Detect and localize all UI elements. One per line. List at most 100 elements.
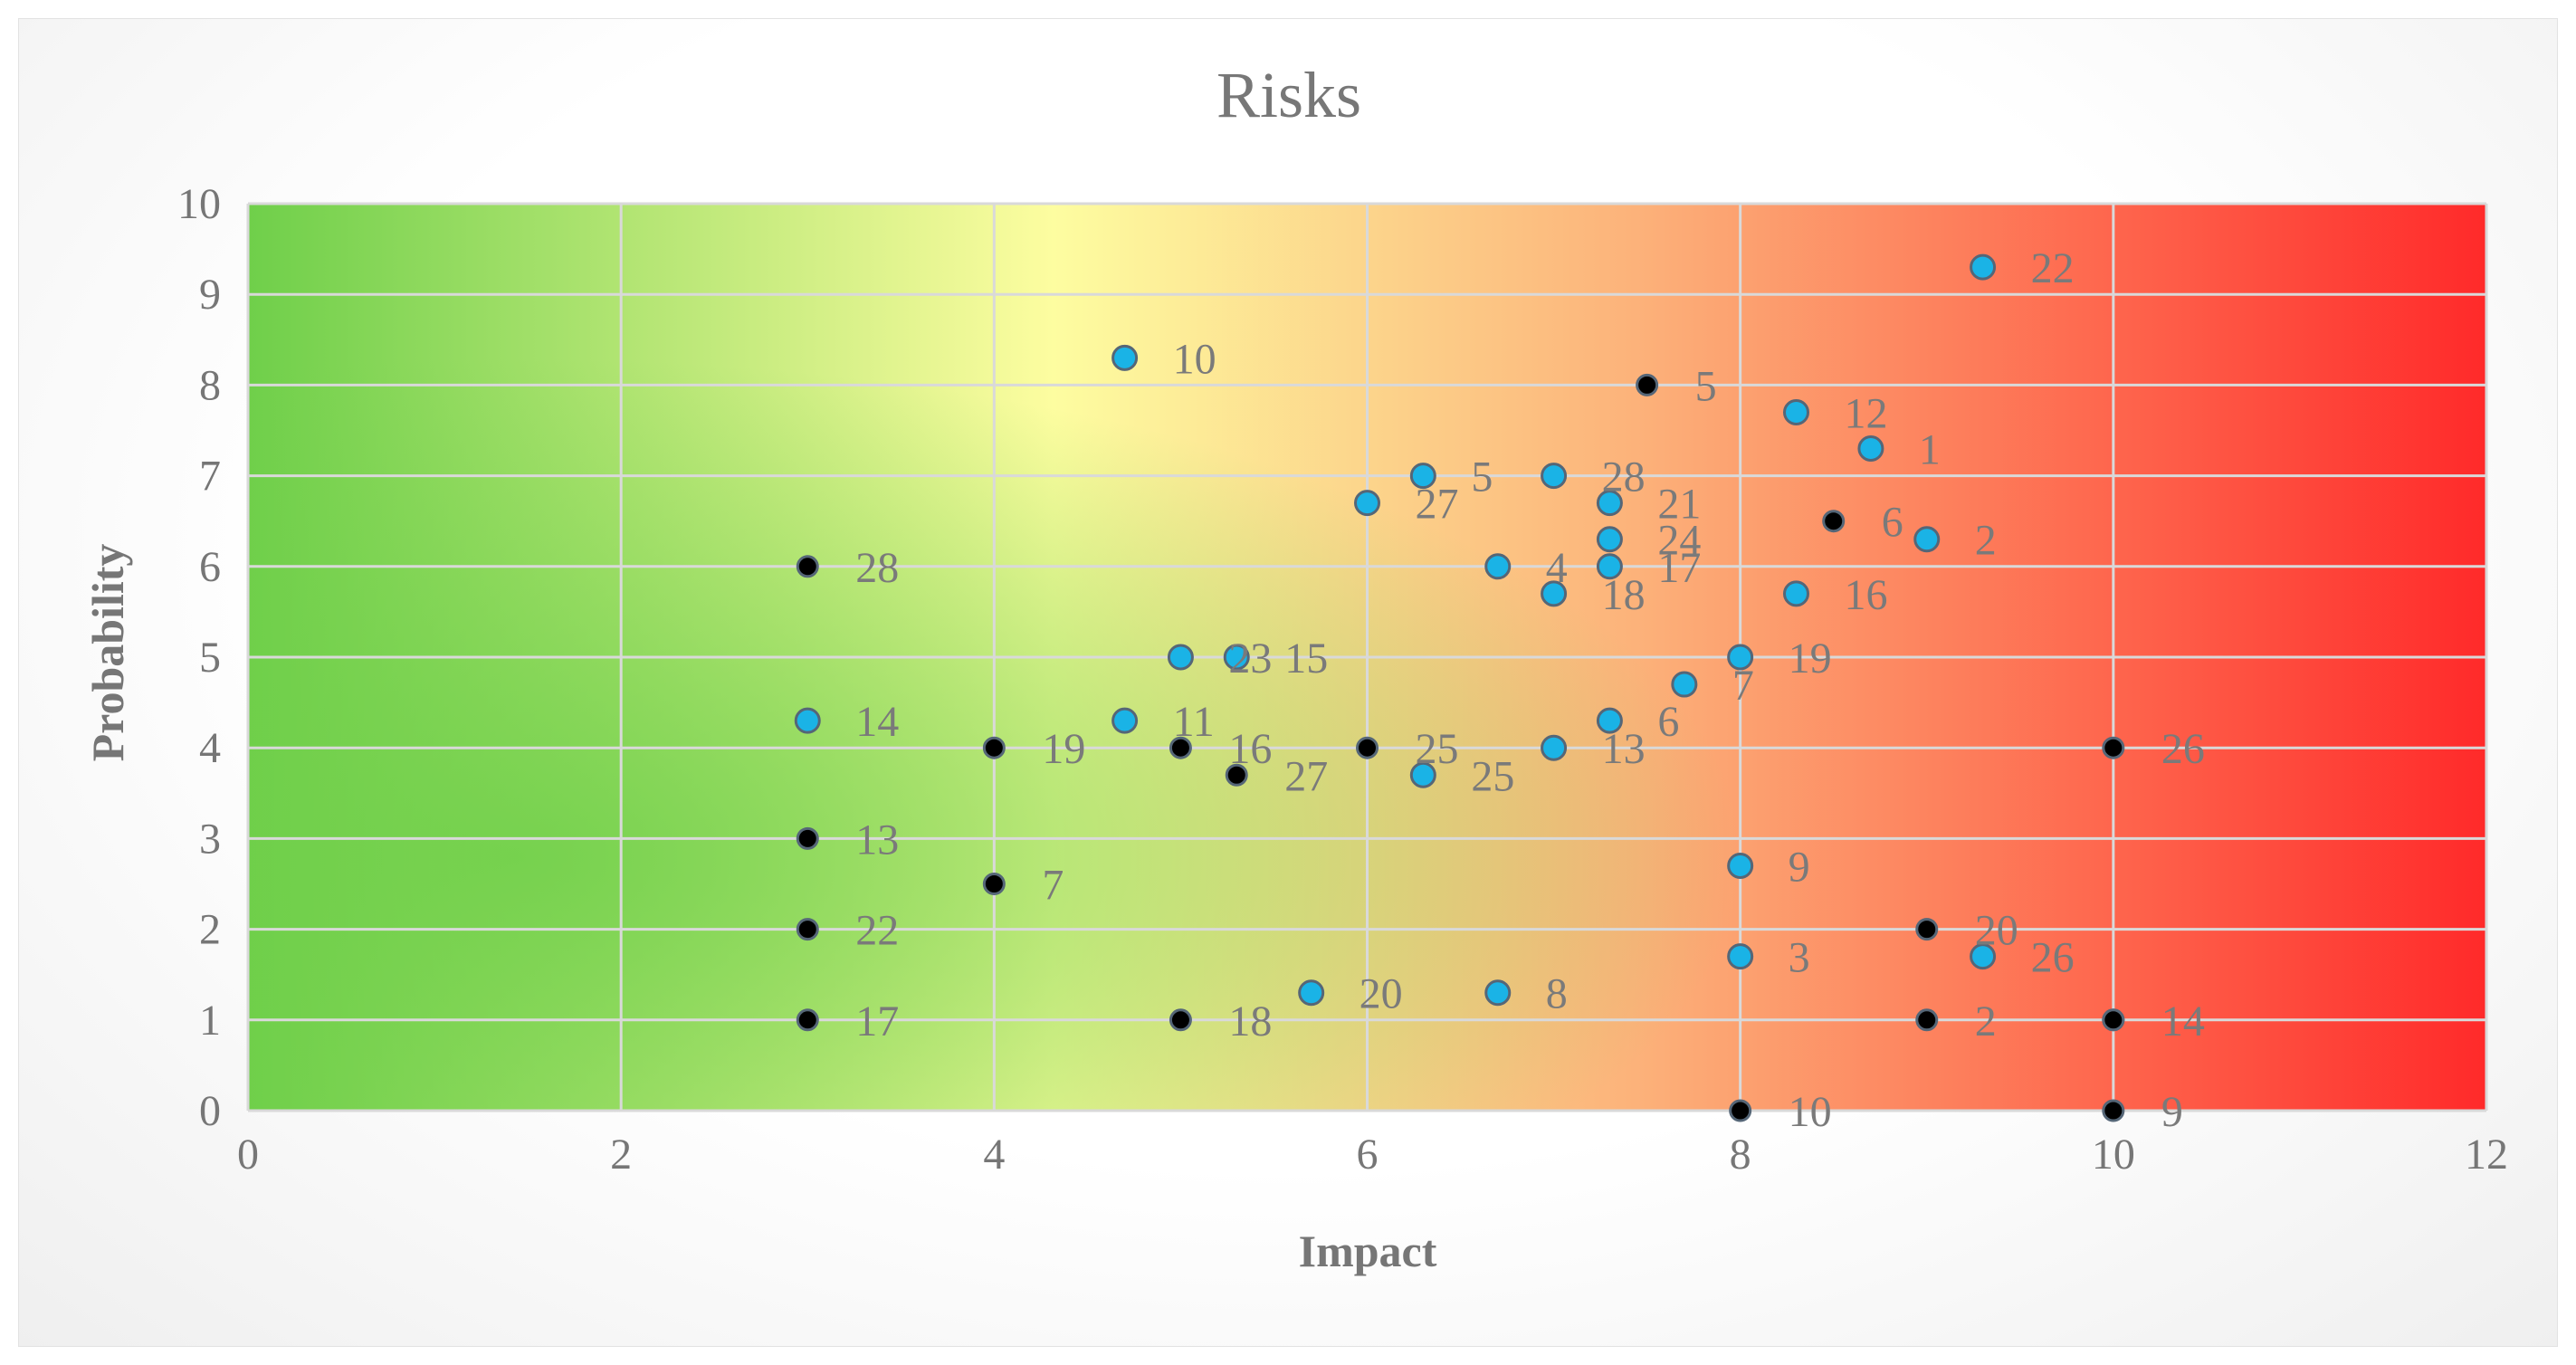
point-label-series-a-2: 2 (1975, 517, 1997, 565)
point-label-series-a-21: 21 (1657, 481, 1701, 529)
data-point-series-b-27[interactable] (1225, 763, 1248, 787)
y-tick-label: 5 (199, 634, 221, 682)
data-point-series-a-3[interactable] (1727, 943, 1754, 970)
data-point-series-b-14[interactable] (2102, 1008, 2125, 1032)
data-point-series-b-7[interactable] (982, 873, 1006, 895)
data-point-series-a-2[interactable] (1913, 526, 1941, 553)
y-axis-ticks: 0 1 2 3 4 5 6 7 8 9 10 (177, 180, 221, 1135)
data-point-series-b-20[interactable] (1915, 918, 1939, 941)
data-point-series-b-19[interactable] (982, 736, 1006, 759)
x-tick-label: 4 (983, 1131, 1005, 1179)
point-label-series-a-8: 8 (1546, 970, 1568, 1018)
data-point-series-b-10[interactable] (1729, 1099, 1752, 1122)
y-tick-label: 0 (199, 1087, 221, 1135)
point-label-series-a-25: 25 (1471, 752, 1514, 800)
y-tick-label: 2 (199, 906, 221, 954)
point-label-series-a-23: 23 (1228, 635, 1272, 682)
data-point-series-a-21[interactable] (1596, 490, 1623, 517)
point-label-series-a-17: 17 (1657, 544, 1701, 592)
point-label-series-a-7: 7 (1732, 662, 1754, 710)
data-point-series-b-5[interactable] (1636, 373, 1659, 396)
data-point-series-a-8[interactable] (1484, 979, 1512, 1007)
series-series-a (794, 253, 1997, 1007)
x-axis-ticks: 0 2 4 6 8 10 12 (237, 1131, 2508, 1179)
data-point-series-b-18[interactable] (1169, 1008, 1192, 1032)
point-label-series-a-15: 15 (1284, 635, 1328, 682)
data-point-series-a-26[interactable] (1970, 943, 1997, 970)
point-label-series-b-16: 16 (1228, 725, 1272, 773)
point-label-series-b-22: 22 (855, 907, 899, 955)
data-point-series-b-26[interactable] (2102, 736, 2125, 759)
data-point-series-a-4[interactable] (1484, 553, 1512, 580)
data-point-series-b-17[interactable] (796, 1008, 819, 1032)
data-point-series-a-13[interactable] (1541, 734, 1568, 761)
x-tick-label: 2 (610, 1131, 632, 1179)
data-point-series-a-5[interactable] (1409, 463, 1436, 490)
point-label-series-a-6: 6 (1657, 698, 1679, 746)
point-label-series-a-5: 5 (1471, 453, 1493, 501)
point-label-series-a-18: 18 (1602, 571, 1646, 619)
point-label-series-b-13: 13 (855, 816, 899, 864)
y-tick-label: 4 (199, 724, 221, 772)
data-point-series-a-28[interactable] (1541, 463, 1568, 490)
point-label-series-a-26: 26 (2031, 934, 2075, 982)
point-label-series-a-27: 27 (1416, 481, 1459, 529)
point-label-series-a-12: 12 (1844, 389, 1887, 437)
y-axis-title: Probability (82, 544, 133, 762)
data-point-series-a-1[interactable] (1857, 435, 1884, 463)
point-label-series-b-14: 14 (2161, 998, 2205, 1045)
data-point-series-a-14[interactable] (794, 707, 821, 734)
data-point-series-a-23[interactable] (1167, 644, 1194, 671)
point-label-series-b-18: 18 (1228, 998, 1272, 1045)
data-point-series-b-2[interactable] (1915, 1008, 1939, 1032)
data-point-series-b-6[interactable] (1822, 510, 1846, 533)
data-point-series-b-25[interactable] (1356, 736, 1379, 759)
data-point-series-a-22[interactable] (1970, 253, 1997, 281)
data-point-series-a-7[interactable] (1671, 671, 1698, 698)
data-point-series-a-17[interactable] (1596, 553, 1623, 580)
data-point-series-a-6[interactable] (1596, 707, 1623, 734)
data-point-series-a-25[interactable] (1409, 761, 1436, 788)
point-label-series-b-28: 28 (855, 544, 899, 592)
point-label-series-b-17: 17 (855, 998, 899, 1045)
data-point-series-a-27[interactable] (1354, 490, 1380, 517)
data-point-series-b-28[interactable] (796, 555, 819, 578)
point-label-series-b-2: 2 (1975, 998, 1997, 1045)
point-label-series-a-10: 10 (1173, 335, 1216, 383)
data-point-series-b-13[interactable] (796, 826, 819, 850)
point-label-series-a-28: 28 (1602, 453, 1646, 501)
point-label-series-b-9: 9 (2161, 1088, 2183, 1136)
data-point-series-a-19[interactable] (1727, 644, 1754, 671)
data-point-series-a-10[interactable] (1111, 344, 1139, 371)
data-point-series-a-12[interactable] (1782, 398, 1809, 425)
data-point-series-a-11[interactable] (1111, 707, 1139, 734)
point-label-series-b-25: 25 (1416, 725, 1459, 773)
y-tick-label: 1 (199, 997, 221, 1045)
point-label-series-a-16: 16 (1844, 571, 1887, 619)
x-axis-title: Impact (1299, 1226, 1437, 1276)
chart-title: Risks (1216, 59, 1361, 131)
x-tick-label: 8 (1730, 1131, 1751, 1179)
data-point-series-b-9[interactable] (2102, 1099, 2125, 1122)
x-tick-label: 0 (237, 1131, 259, 1179)
point-label-series-a-13: 13 (1602, 725, 1646, 773)
data-point-series-a-15[interactable] (1223, 644, 1250, 671)
y-tick-label: 7 (199, 453, 221, 501)
data-point-series-b-22[interactable] (796, 918, 819, 941)
point-label-series-a-19: 19 (1789, 635, 1832, 682)
x-tick-label: 12 (2465, 1131, 2508, 1179)
point-label-series-a-22: 22 (2031, 244, 2075, 292)
point-label-series-b-20: 20 (1975, 907, 2018, 955)
data-point-series-a-16[interactable] (1782, 580, 1809, 607)
point-label-series-a-4: 4 (1546, 544, 1568, 592)
point-label-series-b-1: 1 (2161, 998, 2183, 1045)
data-point-series-a-18[interactable] (1541, 580, 1568, 607)
y-tick-label: 9 (199, 271, 221, 319)
point-label-series-a-11: 11 (1173, 698, 1215, 746)
data-point-series-b-16[interactable] (1169, 736, 1192, 759)
data-point-series-a-20[interactable] (1298, 979, 1325, 1007)
data-points (794, 253, 2125, 1122)
data-point-series-a-9[interactable] (1727, 852, 1754, 879)
data-point-series-a-24[interactable] (1596, 526, 1623, 553)
point-label-series-a-9: 9 (1789, 843, 1810, 891)
